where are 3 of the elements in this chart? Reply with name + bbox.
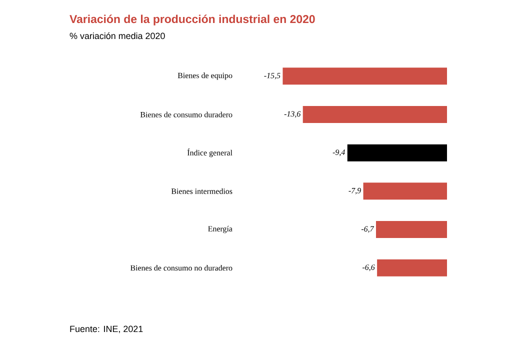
- text: % variación media 2020: [70, 32, 165, 40]
- chart-title: Variación de la producción industrial en 2020: [70, 14, 315, 26]
- source-note: Fuente: INE, 2021: [70, 326, 143, 334]
